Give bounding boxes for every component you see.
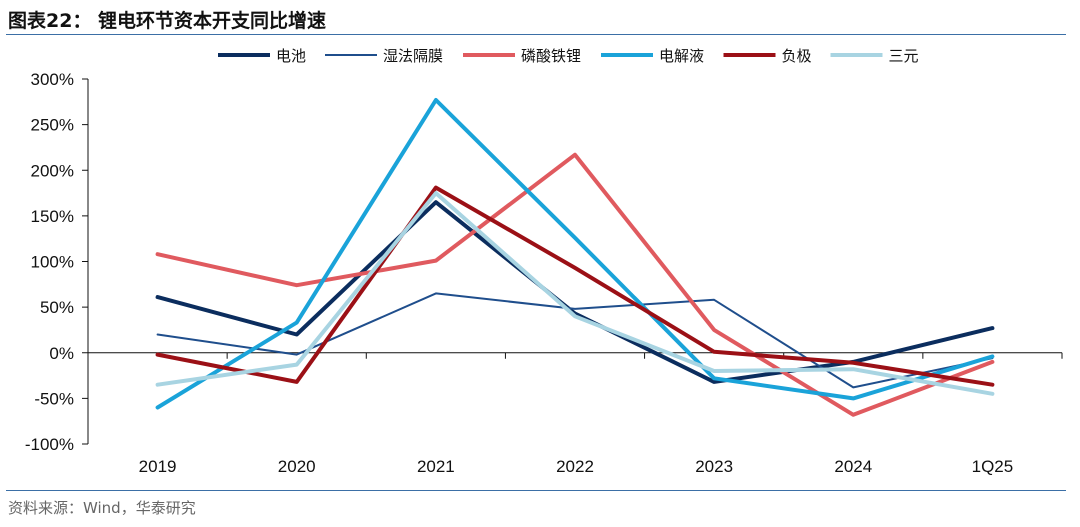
chart-title: 图表22： 锂电环节资本开支同比增速 — [8, 10, 327, 32]
line-chart: -100% -50% 0% 50% 100% 150% 200% 250% 300% 2019 20… — [25, 47, 1063, 476]
x-tick-label: 1Q25 — [972, 457, 1014, 476]
y-tick-label: -100% — [25, 435, 74, 454]
y-tick-label: 250% — [31, 116, 74, 135]
y-tick-label: 50% — [40, 298, 74, 317]
source-note: 资料来源：Wind，华泰研究 — [8, 499, 196, 517]
x-tick-label: 2023 — [695, 457, 733, 476]
series-line-1 — [155, 200, 995, 384]
y-tick-label: 300% — [31, 70, 74, 89]
y-tick-label: 200% — [31, 161, 74, 180]
y-tick-label: -50% — [34, 389, 74, 408]
y-tick-label: 0% — [49, 344, 74, 363]
y-tick-label: 100% — [31, 253, 74, 272]
x-tick-label: 2020 — [278, 457, 316, 476]
legend-label-2: 湿法隔膜 — [383, 47, 443, 65]
series-line-2 — [156, 292, 994, 389]
series-line-5 — [155, 185, 995, 387]
series-line-4 — [155, 98, 995, 410]
legend-label-5: 负极 — [782, 47, 812, 65]
x-tick-label: 2019 — [139, 457, 177, 476]
x-tick-label: 2022 — [556, 457, 594, 476]
title-divider — [6, 34, 1066, 35]
series-line-6 — [155, 191, 995, 396]
series-line-3 — [155, 152, 995, 417]
legend-label-1: 电池 — [276, 47, 306, 65]
legend-label-4: 电解液 — [659, 47, 704, 65]
legend-label-6: 三元 — [889, 47, 919, 65]
y-tick-label: 150% — [31, 207, 74, 226]
source-divider — [6, 490, 1066, 491]
legend-label-3: 磷酸铁锂 — [521, 47, 581, 65]
x-tick-label: 2021 — [417, 457, 455, 476]
x-tick-label: 2024 — [834, 457, 872, 476]
